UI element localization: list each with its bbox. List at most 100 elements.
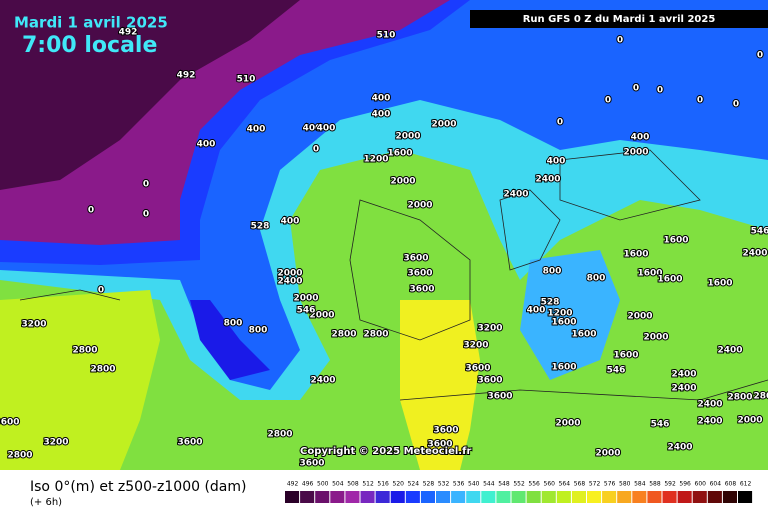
colorbar-tick-label: 504 (332, 481, 344, 488)
colorbar-tick-label: 560 (544, 481, 556, 488)
contour-label: 492 (177, 71, 196, 81)
legend-title: Iso 0°(m) et z500-z1000 (dam) (30, 479, 247, 495)
warm-area-west (0, 290, 160, 470)
contour-label: 2000 (395, 132, 420, 142)
colorbar-swatch (390, 491, 405, 503)
colorbar-tick-label: 540 (468, 481, 480, 488)
contour-label: 528 (541, 298, 560, 308)
colorbar-tick-label: 524 (408, 481, 420, 488)
contour-label: 400 (527, 306, 546, 316)
contour-label: 3600 (409, 285, 434, 295)
warm-area (400, 300, 480, 470)
colorbar-tick-label: 604 (710, 481, 722, 488)
colorbar-swatch (405, 491, 420, 503)
colorbar-swatch (526, 491, 541, 503)
contour-label: 2000 (623, 148, 648, 158)
colorbar-swatch (511, 491, 526, 503)
colorbar-tick-label: 612 (740, 481, 752, 488)
contour-label: 3600 (403, 254, 428, 264)
colorbar-swatch (330, 491, 345, 503)
colorbar-swatch (556, 491, 571, 503)
contour-label: 400 (317, 124, 336, 134)
contour-label: 3600 (299, 459, 324, 469)
contour-label: 2800 (753, 392, 768, 402)
colorbar-tick-label: 608 (725, 481, 737, 488)
contour-label: 1600 (571, 330, 596, 340)
contour-label: 0 (143, 180, 149, 190)
contour-label: 0 (757, 51, 763, 61)
colorbar-tick-label: 544 (483, 481, 495, 488)
contour-label: 400 (631, 133, 650, 143)
colorbar-swatch (571, 491, 586, 503)
contour-label: 2800 (7, 451, 32, 461)
colorbar-tick-label: 588 (649, 481, 661, 488)
contour-label: 2400 (742, 249, 767, 259)
contour-label: 800 (587, 274, 606, 284)
contour-label: 0 (733, 100, 739, 110)
contour-label: 400 (372, 94, 391, 104)
contour-label: 2400 (671, 384, 696, 394)
contour-label: 546 (607, 366, 626, 376)
run-info: Run GFS 0 Z du Mardi 1 avril 2025 (523, 14, 716, 25)
colorbar-swatch (451, 491, 466, 503)
colorbar-tick-label: 552 (513, 481, 525, 488)
contour-label: 2400 (697, 400, 722, 410)
contour-label: 0 (697, 96, 703, 106)
colorbar-swatch (360, 491, 375, 503)
contour-label: 492 (119, 28, 138, 38)
contour-label: 2000 (309, 311, 334, 321)
contour-label: 2000 (737, 416, 762, 426)
contour-label: 0 (143, 210, 149, 220)
contour-label: 2400 (717, 346, 742, 356)
colorbar-tick-label: 500 (317, 481, 329, 488)
colorbar-tick-label: 496 (302, 481, 314, 488)
colorbar-tick-label: 580 (619, 481, 631, 488)
colorbar-swatch (587, 491, 602, 503)
colorbar-tick-label: 512 (362, 481, 374, 488)
contour-label: 2400 (503, 190, 528, 200)
colorbar-swatch (692, 491, 707, 503)
colorbar-tick-label: 548 (498, 481, 510, 488)
contour-label: 2000 (643, 333, 668, 343)
contour-label: 2000 (555, 419, 580, 429)
contour-label: 2000 (407, 201, 432, 211)
colorbar-swatch (632, 491, 647, 503)
contour-label: 546 (651, 420, 670, 430)
colorbar-swatch (677, 491, 692, 503)
contour-label: 2000 (390, 177, 415, 187)
contour-label: 2400 (535, 175, 560, 185)
colorbar-tick-label: 492 (287, 481, 299, 488)
contour-label: 2800 (363, 330, 388, 340)
contour-label: 2000 (293, 294, 318, 304)
contour-label: 400 (303, 124, 322, 134)
contour-label: 0 (617, 36, 623, 46)
colorbar-swatch (285, 491, 300, 503)
contour-label: 2000 (627, 312, 652, 322)
colorbar-tick-label: 596 (679, 481, 691, 488)
contour-label: 3600 (407, 269, 432, 279)
colorbar-swatch (496, 491, 511, 503)
colorbar-tick-label: 508 (347, 481, 359, 488)
contour-label: 3600 (477, 376, 502, 386)
contour-label: 3200 (463, 341, 488, 351)
colorbar-swatch (466, 491, 481, 503)
colorbar-tick-label: 516 (377, 481, 389, 488)
time: 7:00 locale (22, 33, 157, 58)
contour-label: 400 (372, 110, 391, 120)
coastlines (19, 149, 768, 401)
contour-label: 1200 (363, 155, 388, 165)
cold-pool (520, 250, 620, 380)
contour-label: 400 (281, 217, 300, 227)
contour-label: 800 (249, 326, 268, 336)
contour-label: 2400 (697, 417, 722, 427)
colorbar-tick-label: 584 (634, 481, 646, 488)
colorbar-swatch (481, 491, 496, 503)
contour-label: 528 (251, 222, 270, 232)
colorbar-swatch (647, 491, 662, 503)
colorbar-tick-label: 568 (574, 481, 586, 488)
contour-label: 3200 (477, 324, 502, 334)
date: Mardi 1 avril 2025 (14, 14, 168, 32)
trough (190, 300, 270, 380)
contour-label: 2400 (277, 277, 302, 287)
colorbar-tick-label: 536 (453, 481, 465, 488)
